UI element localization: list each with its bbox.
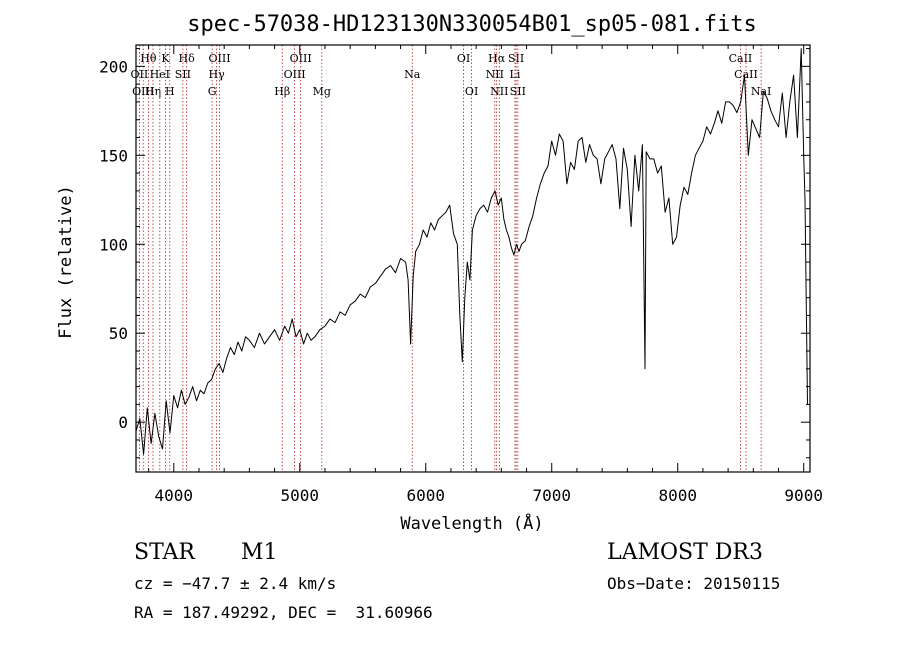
line-marker-label: G xyxy=(208,85,217,98)
y-tick-label: 50 xyxy=(109,324,128,343)
y-tick-label: 150 xyxy=(99,146,128,165)
x-axis: 4000 5000 6000 7000 8000 9000 xyxy=(148,45,823,505)
line-marker-label: SII xyxy=(510,85,526,98)
y-tick-label: 0 xyxy=(118,413,128,432)
y-axis-label: Flux (relative) xyxy=(56,185,76,339)
line-marker-label: OIII xyxy=(290,52,312,65)
line-marker-label: OIII xyxy=(208,52,230,65)
x-tick-label: 8000 xyxy=(658,486,697,505)
line-marker-label: NII xyxy=(486,68,504,81)
y-tick-label: 200 xyxy=(99,57,128,76)
line-marker-label: Na xyxy=(404,68,421,81)
object-class: STAR xyxy=(134,540,195,565)
line-marker-label: HeI xyxy=(150,68,170,81)
object-subclass: M1 xyxy=(241,540,278,565)
line-marker-label: Mg xyxy=(313,85,331,98)
line-marker-label: Hγ xyxy=(209,68,226,81)
line-marker-label: OI xyxy=(457,52,470,65)
line-marker-label: OIII xyxy=(284,68,306,81)
plot-frame xyxy=(135,44,811,473)
y-tick-label: 100 xyxy=(99,235,128,254)
survey-name: LAMOST DR3 xyxy=(607,540,763,565)
line-marker-label: NII xyxy=(490,85,508,98)
redshift-text: cz = −47.7 ± 2.4 km/s xyxy=(134,574,337,593)
coordinates-text: RA = 187.49292, DEC = 31.60966 xyxy=(134,603,433,622)
line-marker-label: Hθ xyxy=(140,52,157,65)
line-marker-label: H xyxy=(165,85,175,98)
line-marker-label: CaII xyxy=(734,68,758,81)
line-marker-label: NaI xyxy=(751,85,772,98)
line-marker-label: OI xyxy=(465,85,478,98)
line-marker-label: K xyxy=(161,52,170,65)
line-marker-label: CaII xyxy=(729,52,753,65)
line-marker-label: SII xyxy=(508,52,524,65)
obs-date-text: Obs−Date: 20150115 xyxy=(607,574,781,593)
spectrum-line xyxy=(135,48,808,455)
line-marker-label: Hη xyxy=(145,85,161,98)
line-marker-label: Hα xyxy=(488,52,506,65)
x-tick-label: 4000 xyxy=(155,486,194,505)
x-axis-label: Wavelength (Å) xyxy=(400,512,543,534)
line-marker-label: OII xyxy=(131,68,149,81)
line-marker-label: SII xyxy=(175,68,191,81)
line-marker-label: Li xyxy=(510,68,521,81)
x-tick-label: 6000 xyxy=(406,486,445,505)
x-tick-label: 9000 xyxy=(784,486,823,505)
y-axis: 0 50 100 150 200 xyxy=(99,48,810,459)
x-tick-label: 7000 xyxy=(532,486,571,505)
chart-title: spec-57038-HD123130N330054B01_sp05-081.f… xyxy=(187,12,757,37)
x-tick-label: 5000 xyxy=(281,486,320,505)
line-marker-label: OIII xyxy=(132,85,154,98)
spectrum-series xyxy=(135,48,808,455)
line-marker-label: Hδ xyxy=(179,52,196,65)
line-marker-label: Hβ xyxy=(274,85,290,98)
